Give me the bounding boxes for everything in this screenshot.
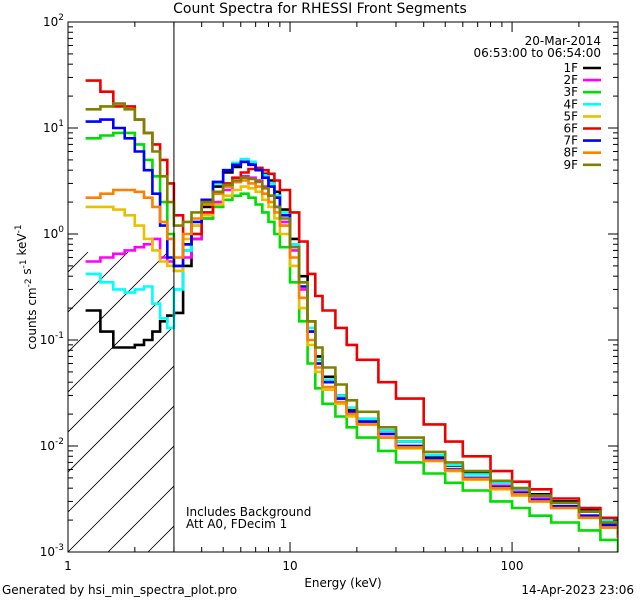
series-6F: [85, 79, 618, 529]
legend-label-6F: 6F: [563, 122, 578, 136]
hatch-line: [68, 251, 169, 353]
time-range-label: 06:53:00 to 06:54:00: [474, 46, 601, 60]
y-tick-label: 102: [43, 13, 64, 29]
x-tick-label: 10: [282, 559, 297, 573]
timestamp-label: 14-Apr-2023 23:06: [521, 583, 634, 597]
y-tick-label: 10-2: [40, 437, 64, 453]
generated-by-label: Generated by hsi_min_spectra_plot.pro: [2, 583, 238, 597]
series-layer: [85, 79, 618, 552]
y-axis-label: counts cm-2 s-1 keV-1: [14, 224, 39, 349]
y-tick-label: 101: [43, 119, 64, 135]
hatch-line: [68, 365, 174, 473]
hatch-line: [68, 285, 174, 393]
series-9F: [85, 102, 618, 535]
date-label: 20-Mar-2014: [525, 34, 601, 48]
y-tick-label: 10-1: [40, 331, 64, 347]
legend-label-1F: 1F: [563, 61, 578, 75]
x-tick-label: 100: [501, 559, 524, 573]
hatch-line: [68, 251, 129, 313]
chart-text-layer: 1 10 100 10-3 10-2 10-1 100 101 102 Energy (keV) c…: [14, 13, 601, 590]
legend-label-9F: 9F: [563, 158, 578, 172]
plot-frame: [67, 21, 619, 553]
series-8F: [85, 179, 618, 538]
hatch-line: [107, 485, 174, 552]
series-4F: [85, 157, 618, 532]
legend-label-5F: 5F: [563, 109, 578, 123]
y-tick-label: 100: [43, 225, 64, 241]
legend-label-3F: 3F: [563, 85, 578, 99]
hatch-line: [428, 252, 640, 552]
hatch-line: [628, 252, 640, 552]
legend-label-8F: 8F: [563, 146, 578, 160]
hatch-line: [0, 252, 8, 552]
x-tick-label: 1: [64, 559, 72, 573]
background-hatch-region: [0, 251, 640, 552]
hatch-line: [68, 251, 89, 273]
x-axis-label: Energy (keV): [304, 576, 381, 590]
hatch-line: [0, 252, 48, 552]
y-tick-label: 10-3: [40, 543, 64, 559]
axes-layer: [67, 21, 619, 553]
legend-label-4F: 4F: [563, 97, 578, 111]
hatch-line: [68, 325, 174, 433]
annotation-background: Includes Background: [186, 505, 311, 519]
chart-title: Count Spectra for RHESSI Front Segments: [173, 1, 467, 17]
hatch-line: [68, 445, 174, 552]
annotation-attenuator: Att A0, FDecim 1: [186, 517, 287, 531]
legend-label-7F: 7F: [563, 134, 578, 148]
hatch-line: [68, 405, 174, 513]
legend-label-2F: 2F: [563, 73, 578, 87]
